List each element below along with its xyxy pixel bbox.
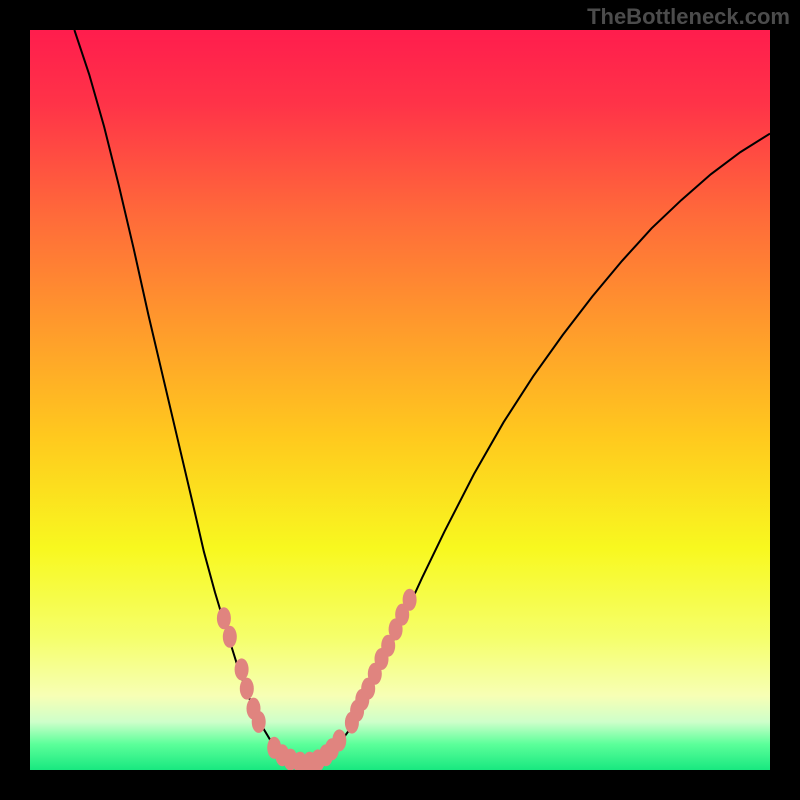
data-marker [403,589,417,611]
chart-background [30,30,770,770]
data-marker [332,729,346,751]
data-marker [240,678,254,700]
chart-frame: TheBottleneck.com [0,0,800,800]
data-marker [235,658,249,680]
watermark-text: TheBottleneck.com [587,4,790,30]
data-marker [223,626,237,648]
data-marker [252,711,266,733]
bottleneck-chart [30,30,770,770]
